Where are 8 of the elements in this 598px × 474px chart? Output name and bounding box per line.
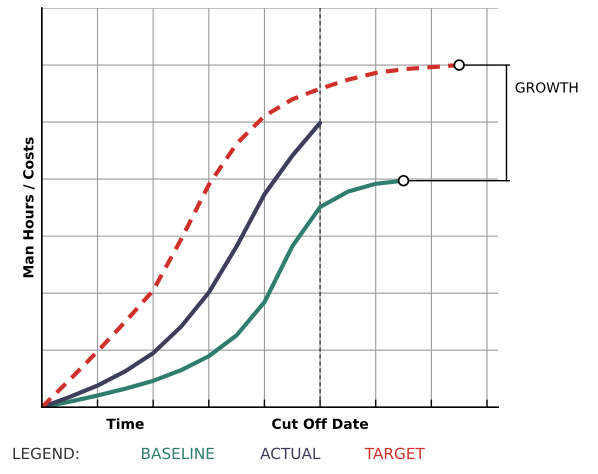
text: ACTUAL [260, 448, 320, 460]
x-tick-label: Time [106, 418, 144, 430]
x-tick-label: Cut Off Date [272, 418, 368, 430]
y-axis-title: Man Hours / Costs [23, 137, 35, 278]
text: GROWTH [516, 82, 578, 93]
text: TARGET [364, 448, 425, 460]
text: BASELINE [142, 448, 214, 460]
text: LEGEND: [13, 448, 78, 460]
